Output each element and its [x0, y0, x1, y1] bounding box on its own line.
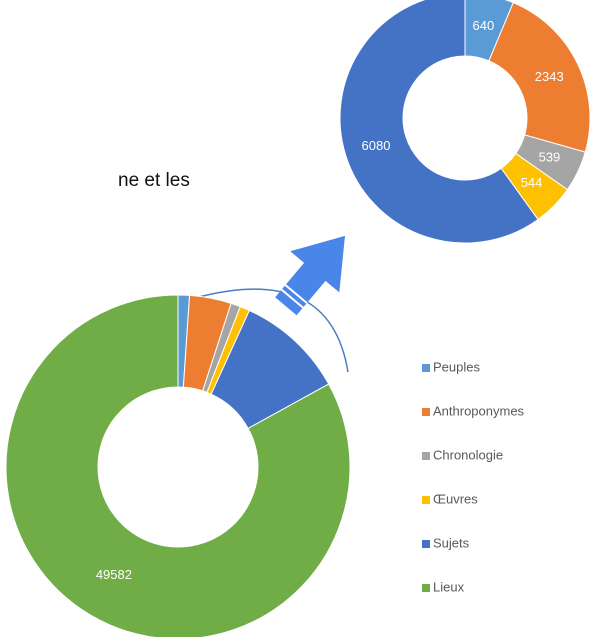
- legend-label: Peuples: [433, 359, 480, 374]
- legend-swatch: [422, 364, 430, 372]
- legend-label: Sujets: [433, 535, 470, 550]
- data-label: 544: [521, 175, 543, 190]
- legend-swatch: [422, 496, 430, 504]
- data-label: 2343: [535, 69, 564, 84]
- data-label: 539: [539, 150, 561, 165]
- data-label: 6080: [362, 138, 391, 153]
- arrow: [275, 235, 345, 316]
- legend-label: Lieux: [433, 579, 465, 594]
- data-label: 49582: [96, 567, 132, 582]
- legend-swatch: [422, 452, 430, 460]
- legend-label: Œuvres: [433, 491, 478, 506]
- data-label: 640: [473, 18, 495, 33]
- donut-slice: [5, 294, 351, 637]
- donut-slice: [488, 2, 591, 153]
- legend-label: Chronologie: [433, 447, 503, 462]
- legend-label: Anthroponymes: [433, 403, 525, 418]
- page-text-fragment: ne et les: [118, 170, 190, 191]
- legend-swatch: [422, 584, 430, 592]
- legend-swatch: [422, 408, 430, 416]
- legend-swatch: [422, 540, 430, 548]
- donut-slice: [339, 0, 539, 244]
